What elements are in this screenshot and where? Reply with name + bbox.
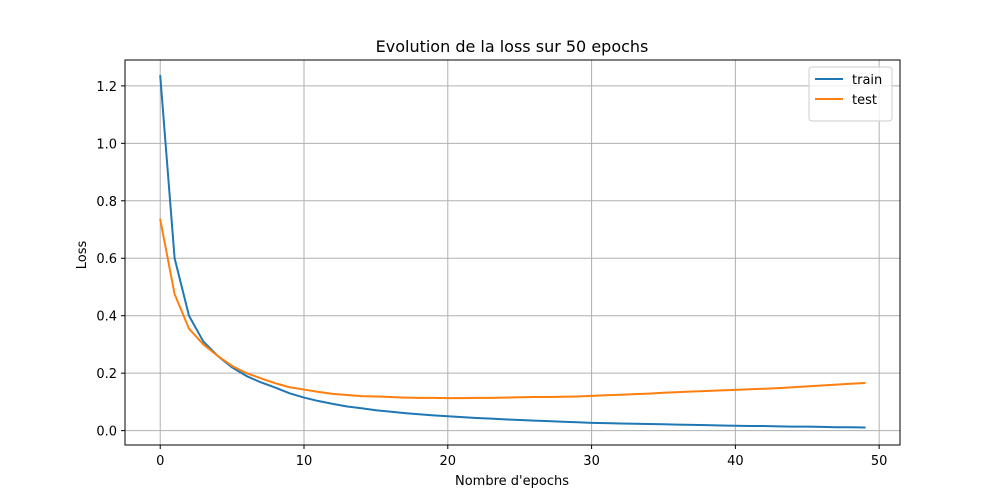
x-axis-label: Nombre d'epochs	[455, 474, 569, 489]
y-axis-label: Loss	[75, 241, 90, 270]
y-tick-label: 0.0	[96, 425, 117, 440]
legend-label-test: test	[852, 93, 877, 108]
x-tick-label: 0	[156, 454, 164, 469]
series-line-test	[159, 218, 866, 400]
x-tick-label: 40	[727, 454, 744, 469]
y-tick-label: 1.2	[96, 80, 117, 95]
y-tick-label: 1.0	[96, 137, 117, 152]
legend-box	[808, 66, 893, 122]
y-tick-label: 0.8	[96, 195, 117, 210]
x-tick-label: 20	[440, 454, 457, 469]
x-tick-label: 50	[871, 454, 888, 469]
y-tick-label: 0.2	[96, 367, 117, 382]
series-lines	[159, 74, 866, 429]
series-line-train	[159, 74, 866, 429]
legend-label-train: train	[852, 73, 882, 88]
legend: train test	[808, 66, 893, 122]
x-tick-label: 30	[583, 454, 600, 469]
y-tick-label: 0.4	[96, 310, 117, 325]
y-axis: 0.0 0.2 0.4 0.6 0.8 1.0 1.2	[96, 80, 125, 440]
x-tick-label: 10	[296, 454, 313, 469]
plot-frame	[124, 59, 901, 446]
x-axis: 0 10 20 30 40 50	[156, 445, 887, 469]
y-tick-label: 0.6	[96, 252, 117, 267]
grid	[125, 60, 900, 445]
chart-title: Evolution de la loss sur 50 epochs	[376, 37, 649, 56]
